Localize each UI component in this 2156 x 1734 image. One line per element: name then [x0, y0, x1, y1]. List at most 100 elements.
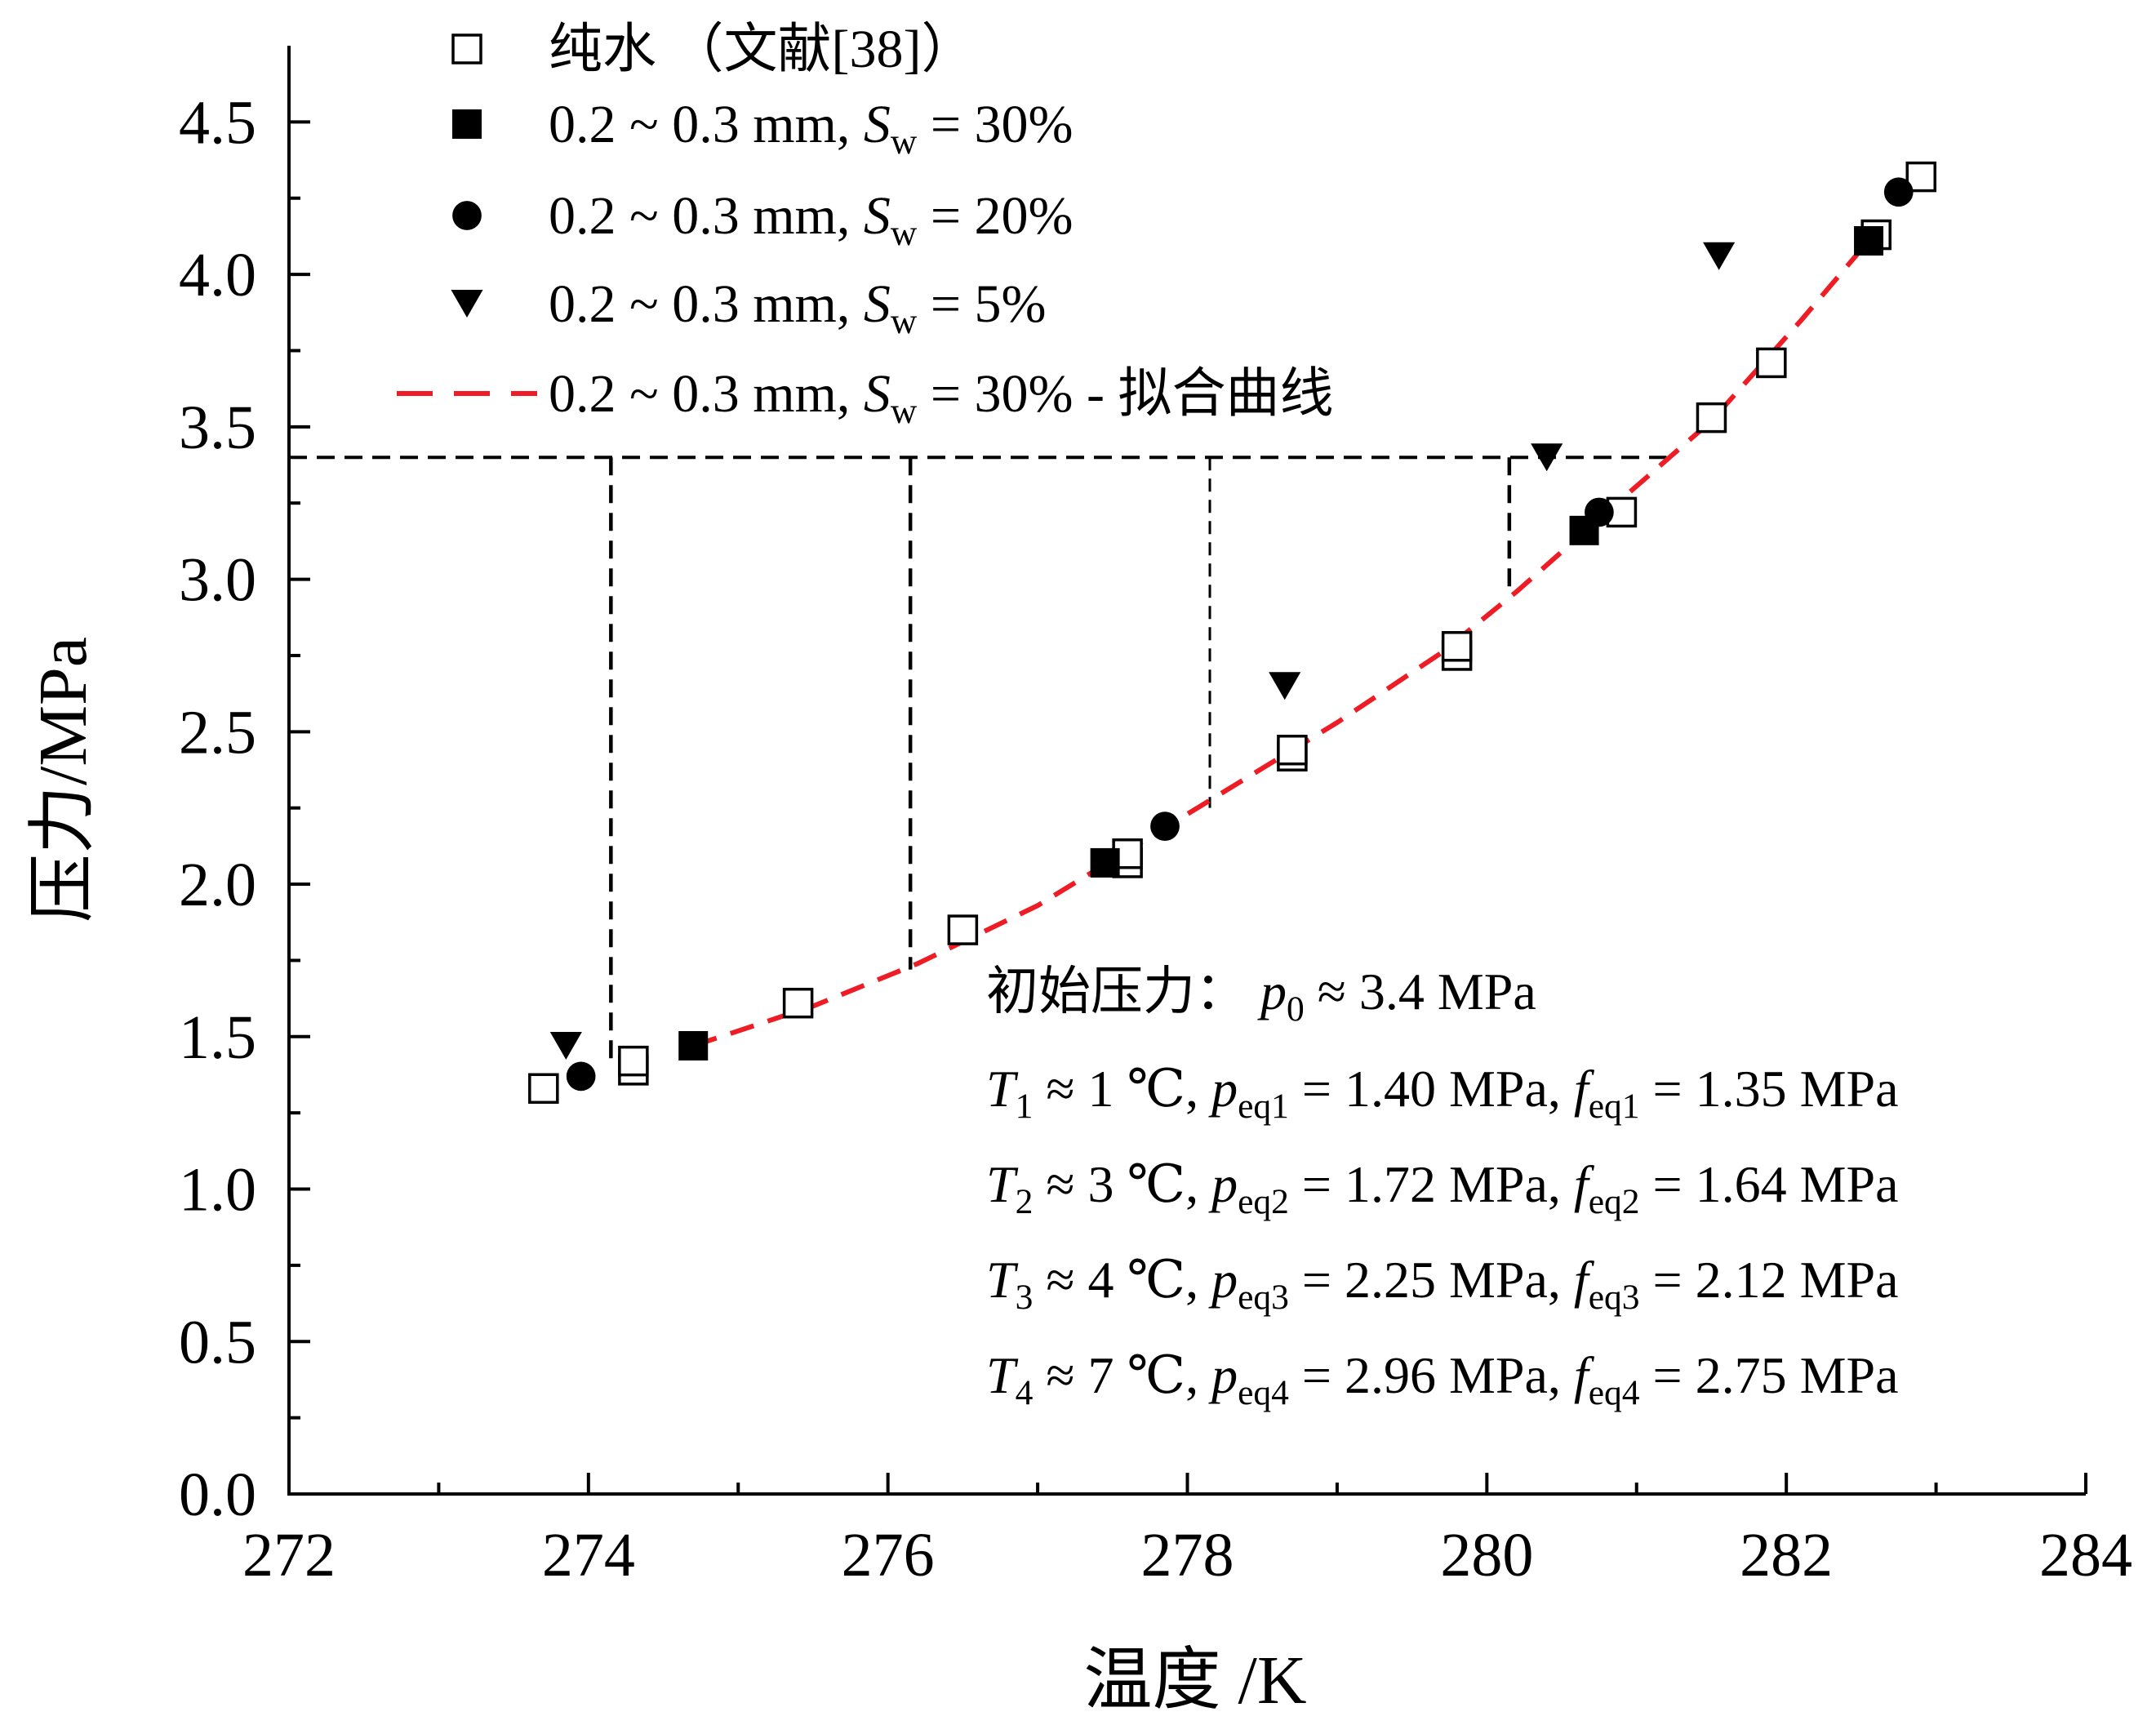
annotation-row-2: T2 ≈ 3 ℃, peq2 = 1.72 MPa, feq2 = 1.64 M… [986, 1155, 1899, 1221]
annotation-temp: ≈ 3 ℃, [1033, 1155, 1211, 1213]
data-point-s2-1 [1150, 811, 1180, 841]
x-tick-label: 274 [542, 1521, 635, 1590]
data-markers [528, 161, 1936, 1105]
annotation-f-sub: eq1 [1589, 1087, 1640, 1126]
annotation-temp: ≈ 7 ℃, [1033, 1346, 1211, 1404]
annotation-initial-pressure: 初始压力： p0 ≈ 3.4 MPa [986, 963, 1536, 1029]
y-tick-label: 2.5 [179, 698, 256, 767]
legend-name: 纯水 （文献[38]） [549, 20, 975, 79]
legend-sub: w [891, 300, 918, 341]
y-tick-label: 3.5 [179, 393, 256, 462]
legend-var: S [864, 186, 891, 246]
data-point-s3-0 [549, 1031, 582, 1060]
annotation-f-value: = 2.75 MPa [1640, 1346, 1899, 1404]
annotation-f-sub: eq4 [1589, 1373, 1640, 1412]
annotation-sub: 0 [1287, 989, 1305, 1029]
legend-swatch-open-square [451, 33, 482, 64]
y-tick-label: 4.5 [179, 88, 256, 157]
annotation-T: T [986, 1346, 1019, 1404]
data-point-s3-2 [1531, 443, 1563, 472]
legend: 纯水 （文献[38]）0.2 ~ 0.3 mm, Sw = 30%0.2 ~ 0… [397, 20, 1334, 431]
x-tick-label: 278 [1141, 1521, 1234, 1590]
data-point-s0-0 [528, 1073, 559, 1105]
y-axis-label: 压力/MPa [25, 637, 101, 923]
annotation-T-sub: 2 [1016, 1182, 1034, 1221]
annotation-T: T [986, 1060, 1019, 1118]
x-axis-label: 温度 /K [1083, 1643, 1306, 1718]
legend-prefix: 0.2 ~ 0.3 mm, [549, 364, 864, 424]
annotation-f-value: = 1.35 MPa [1640, 1060, 1899, 1118]
annotation-p-value: = 2.96 MPa, [1289, 1346, 1574, 1404]
annotation-temp: ≈ 1 ℃, [1033, 1060, 1211, 1118]
legend-prefix: 0.2 ~ 0.3 mm, [549, 274, 864, 334]
legend-sub: w [891, 390, 918, 431]
legend-sub: w [891, 212, 918, 253]
y-tick-label: 2.0 [179, 851, 256, 919]
annotation-p-sub: eq1 [1238, 1087, 1289, 1126]
legend-entry-label: 0.2 ~ 0.3 mm, Sw = 20% [549, 186, 1074, 253]
legend-suffix: = 20% [917, 186, 1073, 246]
annotation-row-3: T3 ≈ 4 ℃, peq3 = 2.25 MPa, feq3 = 2.12 M… [986, 1251, 1899, 1317]
annotation-p: p [1208, 1251, 1238, 1309]
legend-entry-label: 0.2 ~ 0.3 mm, Sw = 30% [549, 95, 1074, 162]
y-tick-label: 0.0 [179, 1461, 256, 1529]
annotation-p-sub: eq4 [1238, 1373, 1289, 1412]
annotation-T-sub: 1 [1016, 1087, 1034, 1126]
data-point-s3-1 [1269, 672, 1301, 700]
legend-swatch-filled-down-triangle [451, 290, 483, 318]
data-point-s2-0 [566, 1061, 596, 1092]
annotation-p-sub: eq2 [1238, 1182, 1289, 1221]
data-point-s1-0 [678, 1030, 709, 1060]
legend-suffix: = 30% [917, 95, 1073, 154]
x-tick-label: 284 [2039, 1521, 2132, 1590]
fit-curve-line [692, 239, 1871, 1048]
annotation-f-value: = 1.64 MPa [1640, 1155, 1899, 1213]
legend-swatch-filled-square [452, 109, 482, 139]
data-point-s1-1 [1090, 847, 1120, 878]
annotation-row-1: T1 ≈ 1 ℃, peq1 = 1.40 MPa, feq1 = 1.35 M… [986, 1060, 1899, 1126]
annotation-f-sub: eq2 [1589, 1182, 1640, 1221]
legend-entry-label: 0.2 ~ 0.3 mm, Sw = 30% - 拟合曲线 [549, 364, 1334, 431]
annotation-p: p [1208, 1155, 1238, 1213]
legend-suffix: = 30% - 拟合曲线 [917, 364, 1333, 424]
annotation-p: p [1208, 1346, 1238, 1404]
annotation-T-sub: 4 [1016, 1373, 1034, 1412]
annotation-p-value: = 2.25 MPa, [1289, 1251, 1574, 1309]
annotation-var: p [1257, 963, 1287, 1020]
legend-swatch-filled-circle [452, 201, 482, 230]
annotation-p-sub: eq3 [1238, 1278, 1289, 1317]
y-tick-label: 1.5 [179, 1003, 256, 1072]
legend-suffix: = 5% [917, 274, 1046, 334]
annotation-f-value: = 2.12 MPa [1640, 1251, 1899, 1309]
legend-prefix: 0.2 ~ 0.3 mm, [549, 95, 864, 154]
axes: 272 274 276 278 280 282 284 0.0 0.5 1.0 1.5 2.0 2.5 3… [179, 46, 2132, 1590]
data-point-s0-8 [1277, 734, 1308, 766]
data-point-s3-3 [1703, 242, 1736, 270]
y-tick-label: 1.0 [179, 1156, 256, 1225]
legend-sub: w [891, 121, 918, 162]
x-tick-label: 276 [842, 1521, 935, 1590]
legend-var: S [864, 95, 891, 154]
y-tick-label: 3.0 [179, 546, 256, 615]
data-point-s0-12 [1696, 402, 1727, 434]
annotation-p-value: = 1.40 MPa, [1289, 1060, 1574, 1118]
legend-entry-label: 0.2 ~ 0.3 mm, Sw = 5% [549, 274, 1047, 341]
data-point-s2-3 [1883, 177, 1914, 207]
legend-var: S [864, 274, 891, 334]
data-point-s0-4 [947, 914, 979, 945]
annotation-T: T [986, 1251, 1019, 1309]
annotation-p-value: = 1.72 MPa, [1289, 1155, 1574, 1213]
data-point-s0-13 [1756, 347, 1787, 379]
fit-curve-layer [692, 239, 1871, 1048]
annotation-T-sub: 3 [1016, 1278, 1034, 1317]
annotation-p: p [1208, 1060, 1238, 1118]
legend-var: S [864, 364, 891, 424]
reference-lines [289, 456, 1667, 1068]
annotation-temp: ≈ 4 ℃, [1033, 1251, 1211, 1309]
x-tick-label: 280 [1440, 1521, 1533, 1590]
legend-entry-label: 纯水 （文献[38]） [549, 20, 975, 79]
annotation-suffix: ≈ 3.4 MPa [1305, 963, 1536, 1020]
y-tick-label: 4.0 [179, 241, 256, 309]
data-point-s1-3 [1854, 226, 1884, 256]
